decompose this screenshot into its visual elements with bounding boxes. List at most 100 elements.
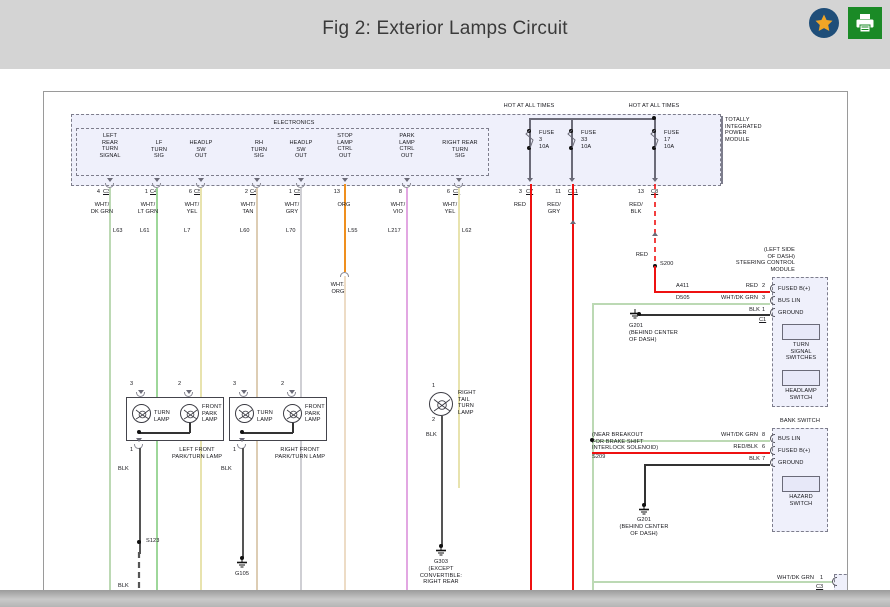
tipm-circuit-6: L217 <box>388 228 401 234</box>
lamp-pinnum-1-1: 2 <box>281 381 285 387</box>
lamp-pin-cup-1-0 <box>239 392 248 397</box>
tipm-pin-num-7: 6 <box>446 189 450 195</box>
fuse-label-1: FUSE <box>581 130 597 136</box>
tail-lamp-ground-wire: BLK <box>426 432 437 438</box>
lamp-pinnum-0-0: 3 <box>130 381 134 387</box>
lamp-ground-cup-1 <box>237 444 246 449</box>
lamp-common-node-0 <box>137 430 141 434</box>
tail-lamp-bulb <box>429 392 453 416</box>
fuse-conn-0: C7 <box>526 189 533 195</box>
fuse-symbol-2 <box>650 130 659 148</box>
steering-wire-0: RED <box>745 283 758 289</box>
steering-conn: C1 <box>759 317 767 323</box>
steering-pinnum-2: 1 <box>762 307 766 313</box>
steering-circuit-0: A411 <box>676 283 690 289</box>
tipm-pin-label-7: RIGHT REAR TURN SIG <box>442 140 478 160</box>
fuse-rating-1: 10A <box>581 144 592 150</box>
favorite-button[interactable] <box>809 8 839 38</box>
lamp-ground-wire-1: BLK <box>221 466 232 472</box>
tipm-wire-color-1: WHT/ LT GRN <box>137 202 159 215</box>
lamp-ground-arrow-1 <box>239 438 245 442</box>
tipm-circuit-4: L70 <box>286 228 296 234</box>
print-button[interactable] <box>848 7 882 39</box>
ground-node-g201-bot <box>642 503 646 507</box>
steering-module-title: (LEFT SIDE OF DASH) STEERING CONTROL MOD… <box>735 247 795 273</box>
tipm-pin-arrow-6 <box>404 178 410 182</box>
tipm-wire-color-5: ORG <box>337 202 351 208</box>
tipm-pin-conn-7: C3 <box>453 189 461 195</box>
tipm-pin-label-6: PARK LAMP CTRL OUT <box>399 133 415 159</box>
lamp-common-node-1 <box>240 430 244 434</box>
lamp-ground-wire-0: BLK <box>118 466 129 472</box>
bank-pin-label-0: BUS LIN <box>778 436 801 442</box>
tipm-pin-label-5: STOP LAMP CTRL OUT <box>337 133 353 159</box>
lamp-bulb-1-1 <box>283 404 302 423</box>
tipm-wire-color-6: WHT/ VIO <box>390 202 406 215</box>
ground-node-g303 <box>439 544 443 548</box>
lamp-ground-wire-line-1 <box>242 448 245 558</box>
fuse-wire-1-arrow <box>570 220 576 224</box>
tipm-circuit-0: L63 <box>113 228 123 234</box>
tipm-pin-conn-2: C5 <box>194 189 202 195</box>
tipm-wire-0 <box>109 188 111 607</box>
tipm-pin-num-6: 8 <box>398 189 402 195</box>
fuse-conn-2: C8 <box>651 189 659 195</box>
tipm-pin-arrow-3 <box>254 178 260 182</box>
turn-signal-switch-box[interactable] <box>782 324 820 340</box>
bank-pinnum-2: 7 <box>762 456 766 462</box>
bulb-filament-icon <box>286 409 301 420</box>
tipm-pin-cup-7 <box>454 183 463 188</box>
bottom-right-conn-0: C3 <box>816 584 824 590</box>
redblk-arrow <box>652 232 658 236</box>
bank-wire-color-2: BLK <box>749 456 760 462</box>
d505-vert-left <box>592 304 594 607</box>
d505-horz-top <box>592 303 770 305</box>
fuse-symbol-0 <box>525 130 534 148</box>
tipm-pin-cup-6 <box>402 183 411 188</box>
bank-pin-label-2: GROUND <box>778 460 804 466</box>
fuse-pin-2: 13 <box>637 189 644 195</box>
fuse-wire-color-1: RED/ GRY <box>547 202 561 215</box>
printer-icon <box>856 14 874 33</box>
tipm-pin-conn-3: C4 <box>250 189 258 195</box>
page-header: Fig 2: Exterior Lamps Circuit <box>0 0 890 69</box>
ground-node-g105 <box>240 556 244 560</box>
fuse-wire-0 <box>530 184 532 607</box>
tipm-pin-conn-0: C3 <box>103 189 111 195</box>
headlamp-switch-box[interactable] <box>782 370 820 386</box>
bank-pin-label-1: FUSED B(+) <box>778 448 811 454</box>
bulb-filament-icon <box>433 399 451 412</box>
lamp-ground-cup-0 <box>134 444 143 449</box>
tipm-pin-num-0: 4 <box>96 189 100 195</box>
hazard-switch-box[interactable] <box>782 476 820 492</box>
fuse-node-bot-0 <box>527 146 531 150</box>
tipm-pin-cup-3 <box>252 183 261 188</box>
tipm-wire-6 <box>406 188 408 607</box>
tail-lamp-ground-line <box>441 416 444 546</box>
tipm-pin-cup-1 <box>152 183 161 188</box>
tipm-electronics-label: ELECTRONICS <box>273 120 315 126</box>
lamp-common-drop-1 <box>292 423 294 433</box>
tipm-pin-num-1: 1 <box>144 189 148 195</box>
fuse-arrow-1 <box>569 178 575 182</box>
steering-circuit-1: D505 <box>676 295 690 301</box>
lamp-ground-pinnum-1: 1 <box>233 447 237 453</box>
fuse-symbol-1 <box>567 130 576 148</box>
tipm-pin-num-5: 13 <box>333 189 340 195</box>
diagram-canvas: ELECTRONICS TOTALLY INTEGRATED POWER MOD… <box>0 69 890 607</box>
tipm-inner-box <box>76 128 489 176</box>
ground-label-g201-bot: G201 <box>636 517 652 523</box>
tipm-pin-arrow-7 <box>456 178 462 182</box>
bank-wire-0 <box>592 440 770 442</box>
lamp-ground-arrow-0 <box>136 438 142 442</box>
fuse-wire-1 <box>572 184 574 607</box>
fuse-rating-2: 10A <box>664 144 675 150</box>
turn-signal-switch-label: TURN SIGNAL SWITCHES <box>785 342 817 362</box>
tipm-pin-num-2: 6 <box>188 189 192 195</box>
ground-label-g201-top: G201 <box>629 323 644 329</box>
fuse-node-bot-1 <box>569 146 573 150</box>
steering-pinnum-0: 2 <box>762 283 766 289</box>
bank-pin-bracket-0 <box>770 434 775 443</box>
tipm-pin-label-0: LEFT REAR TURN SIGNAL <box>99 133 121 159</box>
